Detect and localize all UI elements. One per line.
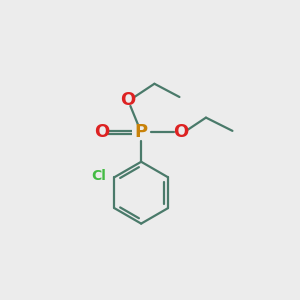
- Text: O: O: [173, 123, 188, 141]
- Text: Cl: Cl: [91, 169, 106, 183]
- Text: O: O: [94, 123, 109, 141]
- Text: O: O: [120, 91, 136, 109]
- Text: P: P: [135, 123, 148, 141]
